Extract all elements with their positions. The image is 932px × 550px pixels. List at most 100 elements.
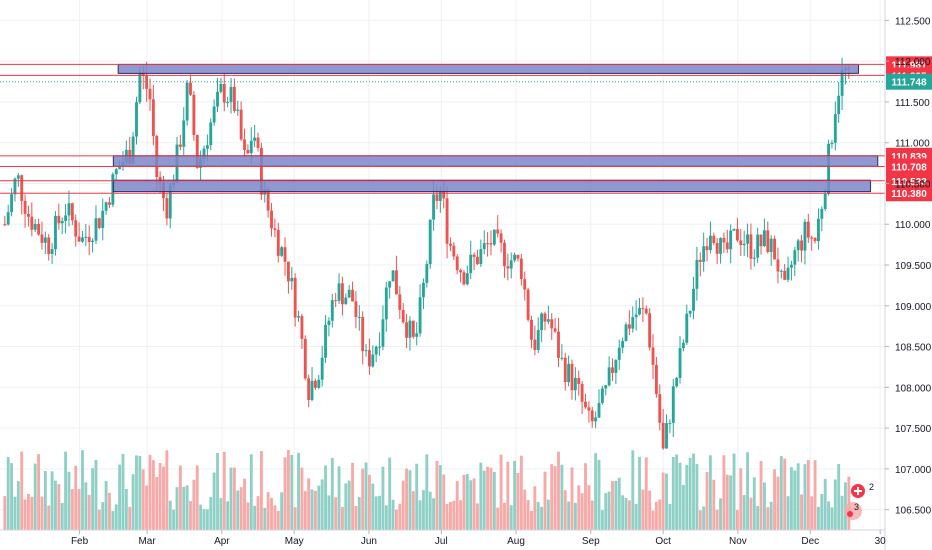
volume-bar bbox=[698, 510, 702, 530]
volume-bar bbox=[644, 457, 648, 530]
candle-body bbox=[692, 288, 695, 311]
volume-bar bbox=[371, 483, 375, 530]
volume-bar bbox=[317, 485, 321, 530]
alert-badge[interactable]: 2 bbox=[851, 482, 874, 498]
volume-bar bbox=[20, 451, 24, 530]
volume-bar bbox=[124, 489, 128, 530]
candle-body bbox=[600, 388, 604, 403]
support-resistance-zones[interactable] bbox=[112, 63, 879, 193]
candle-body bbox=[482, 243, 486, 250]
y-tick-label: 107.500 bbox=[895, 424, 932, 435]
events-icon[interactable] bbox=[844, 502, 862, 520]
volume-bar bbox=[94, 460, 98, 530]
candle-body bbox=[6, 212, 10, 225]
candle-body bbox=[638, 307, 641, 315]
level-label-box bbox=[886, 172, 932, 189]
candle-body bbox=[405, 322, 409, 338]
candle-body bbox=[708, 235, 712, 251]
candle-body bbox=[64, 215, 68, 221]
y-tick-label: 111.500 bbox=[895, 98, 930, 109]
candle-body bbox=[307, 378, 311, 400]
volume-bar bbox=[509, 505, 513, 530]
volume-bar bbox=[91, 468, 95, 530]
volume-bar bbox=[756, 505, 760, 530]
volume-bar bbox=[678, 462, 682, 530]
x-tick-label: Jul bbox=[435, 536, 448, 547]
volume-bar bbox=[351, 462, 354, 530]
candle-body bbox=[823, 193, 827, 209]
candle-body bbox=[145, 75, 149, 89]
volume-bar bbox=[752, 477, 756, 530]
volume-bar bbox=[222, 451, 226, 530]
volume-bar bbox=[175, 487, 179, 530]
volume-bar bbox=[104, 481, 108, 530]
volume-bar bbox=[773, 469, 776, 530]
zone-rect[interactable] bbox=[117, 63, 859, 74]
candle-body bbox=[30, 216, 34, 230]
volume-bar bbox=[476, 503, 479, 530]
y-tick-label: 109.500 bbox=[895, 261, 932, 272]
candle-body bbox=[803, 221, 807, 251]
x-tick-label: Sep bbox=[582, 536, 600, 547]
candle-body bbox=[3, 224, 7, 226]
volume-bar bbox=[820, 493, 824, 530]
volume-bar bbox=[833, 479, 837, 530]
volume-bar bbox=[654, 501, 658, 530]
level-label-box bbox=[886, 158, 932, 175]
volume-bar bbox=[503, 502, 506, 530]
volume-bar bbox=[607, 491, 611, 530]
candle-body bbox=[746, 234, 749, 244]
candle-body bbox=[286, 261, 290, 282]
candle-body bbox=[705, 246, 709, 251]
volume-bar bbox=[256, 496, 260, 530]
zone-rect[interactable] bbox=[112, 179, 872, 193]
candle-body bbox=[617, 347, 621, 360]
candle-body bbox=[138, 72, 142, 103]
candle-body bbox=[324, 324, 327, 358]
candle-body bbox=[486, 243, 490, 245]
candle-body bbox=[364, 350, 368, 352]
volume-bar bbox=[449, 501, 452, 530]
candle-body bbox=[837, 95, 841, 115]
volume-bar bbox=[681, 484, 685, 530]
x-tick-label: May bbox=[285, 536, 304, 547]
volume-bar bbox=[334, 497, 338, 530]
candle-body bbox=[810, 237, 814, 239]
volume-bar bbox=[347, 480, 351, 530]
candle-body bbox=[428, 219, 432, 265]
candle-body bbox=[354, 301, 358, 318]
candle-body bbox=[695, 259, 699, 289]
zone-rect[interactable] bbox=[112, 155, 879, 167]
candle-body bbox=[67, 203, 71, 216]
chart-widgets[interactable]: 2 3 bbox=[844, 482, 874, 520]
volume-bar bbox=[779, 456, 783, 530]
candle-body bbox=[367, 350, 371, 367]
volume-bar bbox=[226, 501, 230, 530]
candle-body bbox=[732, 228, 736, 231]
volume-bar bbox=[259, 451, 263, 530]
candle-body bbox=[391, 270, 395, 282]
candle-body bbox=[84, 236, 88, 238]
y-tick-label: 110.000 bbox=[895, 220, 931, 231]
candle-body bbox=[108, 202, 111, 205]
candle-body bbox=[631, 317, 635, 329]
candle-body bbox=[543, 313, 547, 322]
horizontal-levels[interactable]: 111.961111.825110.839110.708110.533110.3… bbox=[0, 56, 932, 202]
candle-body bbox=[239, 109, 243, 140]
volume-bar bbox=[253, 505, 257, 530]
volume-bar bbox=[246, 502, 250, 530]
candle-body bbox=[104, 202, 108, 211]
candle-body bbox=[212, 106, 216, 123]
volume-bar bbox=[783, 458, 787, 530]
volume-bar bbox=[671, 457, 675, 530]
candle-body bbox=[452, 245, 456, 257]
volume-bar bbox=[151, 460, 155, 530]
candle-body bbox=[371, 354, 375, 367]
volume-bar bbox=[87, 494, 91, 530]
volume-bar bbox=[249, 454, 253, 530]
volume-bar bbox=[621, 495, 625, 530]
candle-body bbox=[13, 178, 17, 195]
events-badge[interactable]: 3 bbox=[844, 502, 862, 520]
x-tick-label: Dec bbox=[801, 536, 819, 547]
